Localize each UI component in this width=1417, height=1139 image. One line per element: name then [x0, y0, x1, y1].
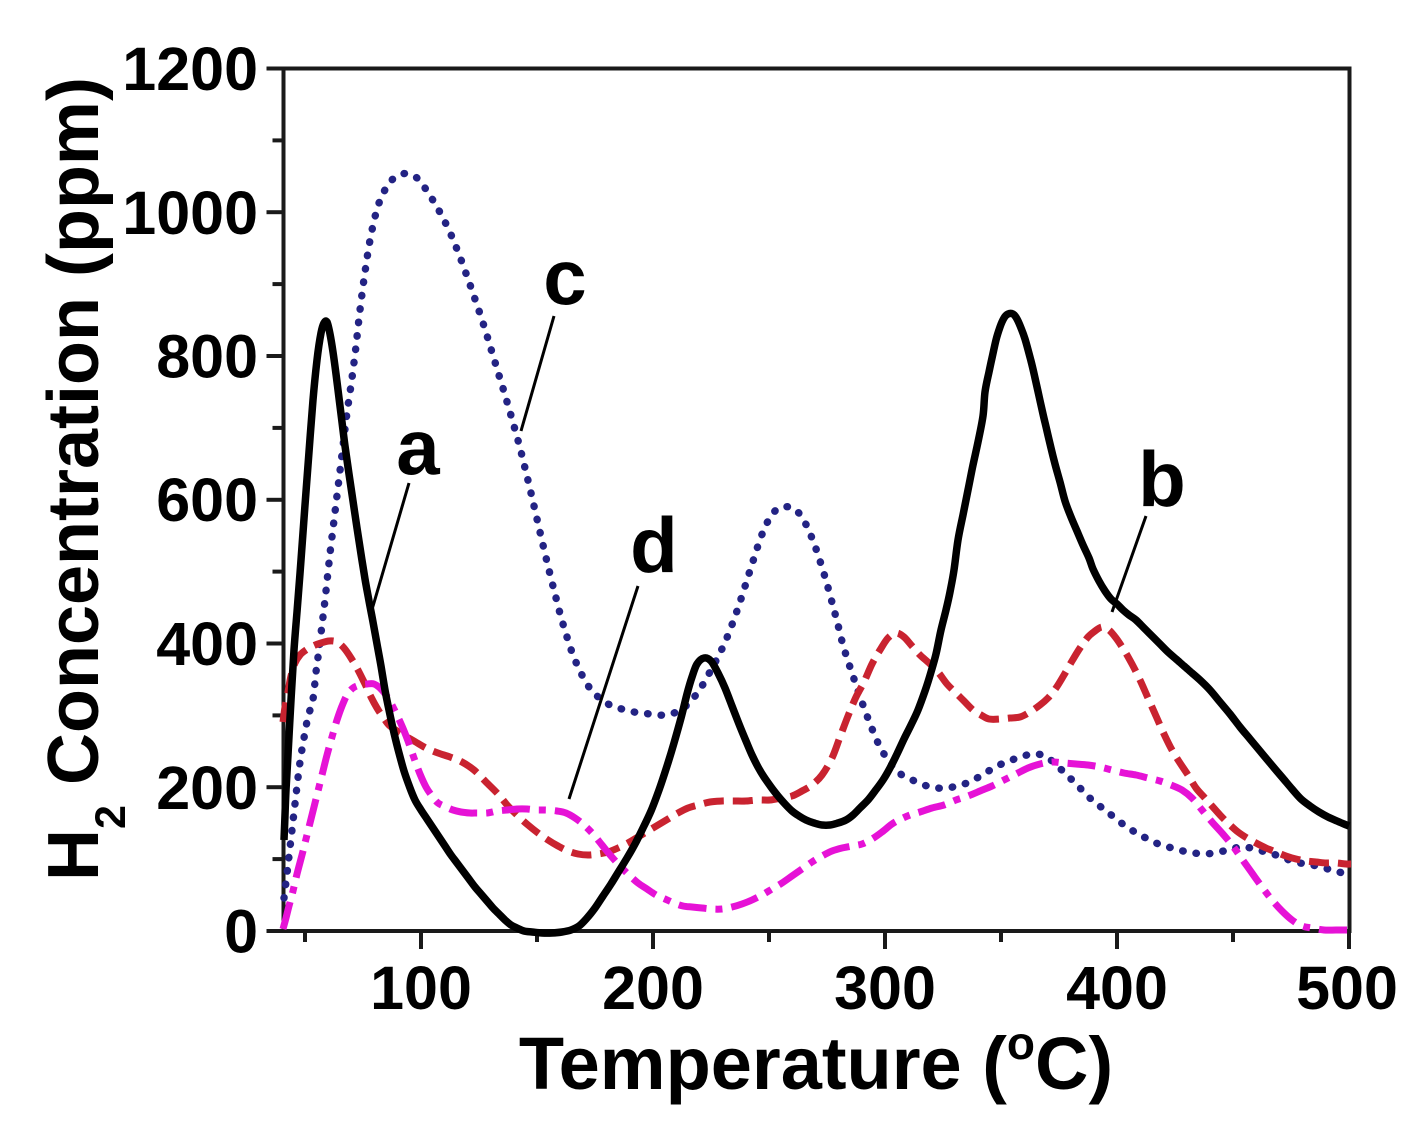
svg-text:500: 500: [1296, 954, 1398, 1022]
svg-text:200: 200: [156, 754, 258, 822]
svg-text:800: 800: [156, 323, 258, 391]
svg-text:400: 400: [1066, 954, 1168, 1022]
svg-text:1000: 1000: [122, 179, 258, 247]
svg-text:c: c: [543, 233, 586, 321]
svg-text:a: a: [396, 403, 440, 491]
svg-text:600: 600: [156, 466, 258, 534]
svg-text:200: 200: [602, 954, 704, 1022]
svg-text:1200: 1200: [122, 35, 258, 103]
svg-text:400: 400: [156, 610, 258, 678]
svg-text:d: d: [630, 501, 678, 589]
svg-text:100: 100: [370, 954, 472, 1022]
svg-text:0: 0: [224, 898, 258, 966]
svg-text:b: b: [1138, 435, 1186, 523]
svg-text:300: 300: [834, 954, 936, 1022]
